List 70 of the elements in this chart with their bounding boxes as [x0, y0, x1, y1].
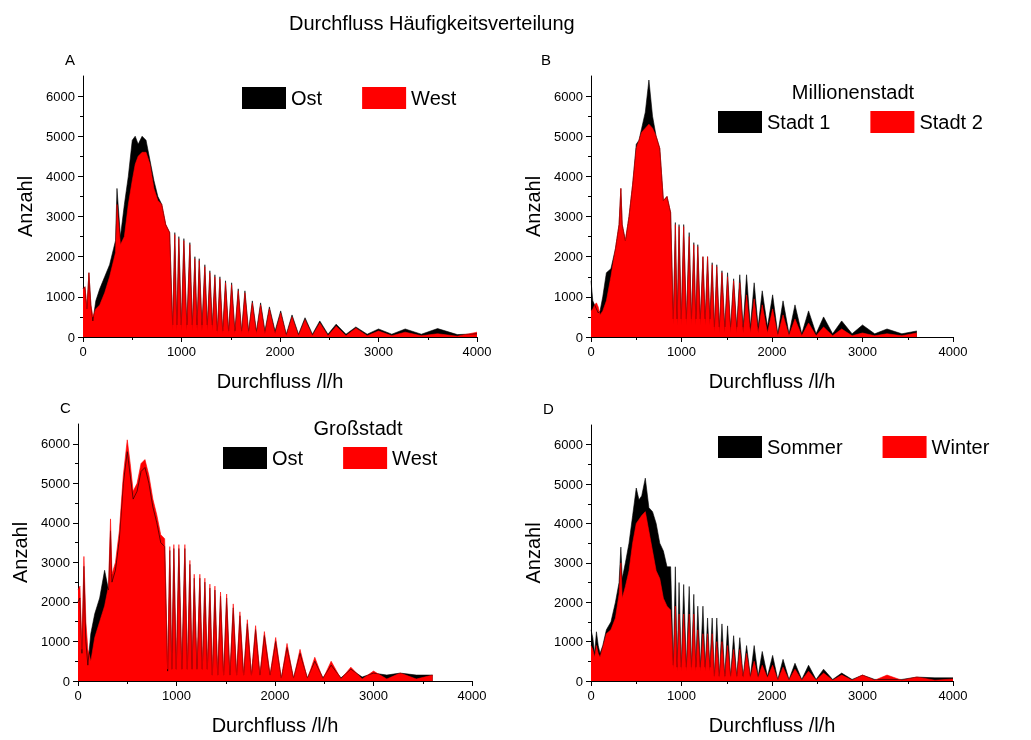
y-tick-label: 2000: [46, 249, 75, 265]
y-tick-label: 3000: [41, 554, 70, 570]
y-tick-label: 5000: [46, 128, 75, 144]
y-tick-label: 2000: [554, 249, 583, 265]
x-axis-title: Durchfluss /l/h: [708, 714, 836, 736]
x-tick-label: 4000: [938, 344, 968, 359]
x-tick-label: 3000: [848, 344, 877, 359]
y-tick-label: 5000: [554, 476, 583, 492]
y-tick-label: 5000: [554, 128, 583, 144]
x-tick-label: 0: [587, 688, 595, 703]
legend-label: Stadt 1: [767, 111, 831, 133]
y-axis-title: Anzahl: [522, 522, 544, 584]
x-tick-label: 0: [587, 344, 595, 359]
y-axis-title: Anzahl: [522, 175, 544, 238]
x-tick-label: 4000: [938, 688, 968, 703]
x-tick-label: 4000: [462, 344, 492, 359]
x-tick-label: 2000: [260, 688, 290, 703]
y-axis-title: Anzahl: [9, 521, 31, 584]
x-tick-label: 1000: [667, 688, 696, 703]
y-tick-label: 4000: [41, 515, 70, 531]
text: A: [65, 51, 76, 68]
legend-label: Stadt 2: [919, 111, 983, 133]
y-tick-label: 6000: [554, 88, 583, 104]
y-tick-label: 2000: [554, 594, 583, 610]
legend-label: Ost: [272, 447, 304, 469]
x-tick-label: 2000: [757, 688, 787, 703]
x-tick-label: 0: [79, 344, 87, 359]
y-tick-label: 3000: [554, 555, 583, 571]
y-tick-label: 5000: [41, 475, 70, 491]
x-axis-title: Durchfluss /l/h: [708, 370, 836, 392]
chart-title: Durchfluss Häufigkeitsverteilung: [289, 12, 575, 34]
y-tick-label: 0: [67, 329, 75, 345]
y-axis-title: Anzahl: [14, 175, 36, 238]
legend-label: Winter: [931, 436, 990, 458]
x-tick-label: 2000: [757, 344, 787, 359]
legend-label: West: [392, 447, 438, 469]
legend-title: Großstadt: [313, 417, 403, 439]
y-tick-label: 2000: [41, 594, 70, 610]
y-tick-label: 1000: [41, 633, 70, 649]
legend-label: Sommer: [767, 436, 843, 458]
x-tick-label: 1000: [162, 688, 191, 703]
text: C: [60, 399, 71, 416]
y-tick-label: 3000: [46, 209, 75, 225]
x-tick-label: 3000: [359, 688, 388, 703]
text: B: [541, 51, 552, 68]
y-tick-label: 6000: [41, 436, 70, 452]
y-tick-label: 1000: [46, 289, 75, 305]
y-tick-label: 6000: [554, 437, 583, 453]
x-axis-title: Durchfluss /l/h: [216, 370, 344, 392]
text: D: [543, 400, 554, 417]
y-tick-label: 6000: [46, 88, 75, 104]
y-tick-label: 0: [575, 673, 583, 689]
x-tick-label: 3000: [848, 688, 877, 703]
x-axis-title: Durchfluss /l/h: [211, 714, 339, 736]
y-tick-label: 3000: [554, 209, 583, 225]
x-tick-label: 1000: [167, 344, 196, 359]
y-tick-label: 0: [575, 329, 583, 345]
x-tick-label: 3000: [364, 344, 393, 359]
legend-title: Millionenstadt: [791, 81, 915, 103]
y-tick-label: 1000: [554, 289, 583, 305]
x-tick-label: 1000: [667, 344, 696, 359]
legend-label: West: [411, 87, 457, 109]
y-tick-label: 4000: [554, 515, 583, 531]
y-tick-label: 4000: [554, 168, 583, 184]
y-tick-label: 0: [62, 673, 70, 689]
y-tick-label: 1000: [554, 634, 583, 650]
x-tick-label: 4000: [457, 688, 487, 703]
x-tick-label: 2000: [265, 344, 295, 359]
y-tick-label: 4000: [46, 168, 75, 184]
legend-label: Ost: [291, 87, 323, 109]
